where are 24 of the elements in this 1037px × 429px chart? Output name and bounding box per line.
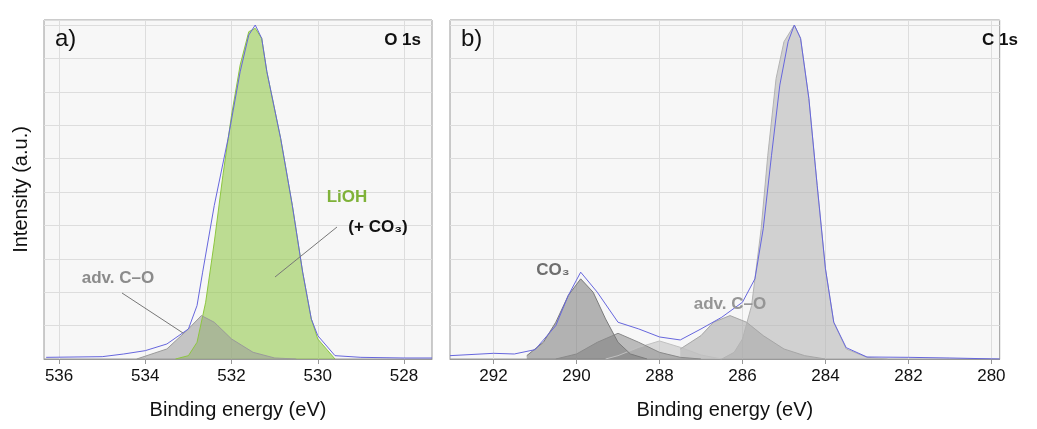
series-label: CO₃	[536, 259, 570, 279]
x-tick-label: 282	[894, 366, 923, 385]
x-tick-label: 532	[217, 366, 246, 385]
x-tick-label: 280	[977, 366, 1006, 385]
series-label: adv. C–O	[693, 293, 767, 313]
x-tick-label: 290	[562, 366, 591, 385]
chart-title: a)	[55, 23, 77, 51]
text: adv. C–O	[81, 267, 155, 287]
x-tick-label: 530	[303, 366, 332, 385]
x-axis-title: Binding energy (eV)	[636, 398, 814, 420]
chart-subtitle: O 1s	[384, 30, 421, 49]
y-axis-title: Intensity (a.u.)	[9, 126, 31, 253]
x-axis-title: Binding energy (eV)	[149, 398, 327, 420]
x-tick-label: 284	[811, 366, 840, 385]
x-tick-label: 534	[131, 366, 160, 385]
annotation: (+ CO₃)	[348, 216, 408, 236]
chart-title: b)	[461, 23, 483, 51]
series-label: LiOH	[326, 186, 368, 206]
x-tick-label: 288	[645, 366, 674, 385]
x-tick-label: 536	[44, 366, 74, 385]
x-tick-label: 292	[479, 366, 508, 385]
chart-subtitle: C 1s	[982, 30, 1019, 49]
x-tick-label: 286	[728, 366, 757, 385]
x-tick-label: 528	[389, 366, 419, 385]
